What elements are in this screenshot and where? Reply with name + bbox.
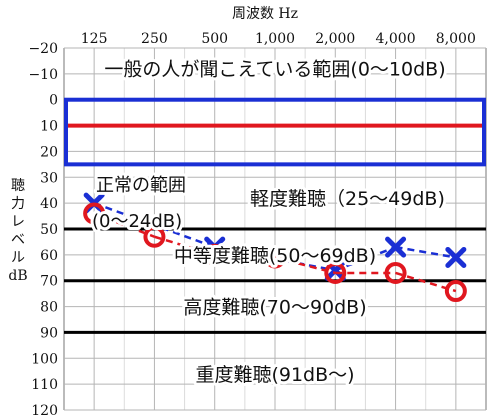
y-tick-label: 10 (40, 119, 58, 135)
circle-marker (83, 202, 106, 225)
y-axis-title-char: ベ (11, 232, 25, 248)
band-label: 軽度難聴（25〜49dB) (250, 188, 445, 210)
series-layer (83, 192, 467, 303)
y-tick-label: −20 (28, 41, 58, 57)
y-axis-title-char: ル (11, 250, 25, 266)
y-tick-label: 100 (31, 351, 58, 367)
x-axis-title: 周波数 Hz (232, 6, 298, 22)
band-label: 高度難聴(70〜90dB) (183, 297, 366, 319)
band-label: 重度難聴(91dB〜) (195, 364, 354, 386)
band-label: 一般の人が聞こえている範囲(0〜10dB) (104, 59, 445, 81)
x-tick-label: 2,000 (315, 31, 355, 47)
series-line (395, 245, 457, 259)
normal-range-label: 正常の範囲 (96, 175, 186, 196)
y-tick-label: −10 (28, 67, 58, 83)
x-tick-label: 500 (201, 31, 228, 47)
y-tick-label: 60 (40, 248, 58, 264)
x-tick-label: 125 (81, 31, 108, 47)
circle-marker (143, 225, 166, 248)
y-tick-label: 50 (40, 222, 58, 238)
y-tick-label: 0 (49, 93, 58, 109)
circle-marker (444, 280, 467, 303)
circle-marker (203, 243, 226, 266)
y-tick-label: 30 (40, 170, 58, 186)
y-axis-title-char: 聴 (11, 178, 25, 194)
series-line (214, 245, 336, 272)
band-label: 中等度難聴(50〜69dB) (174, 245, 376, 267)
normal-range-sublabel: (0〜24dB) (92, 211, 182, 232)
series-line (93, 212, 155, 238)
series-line (214, 253, 276, 259)
y-tick-label: 90 (40, 325, 58, 341)
band-dividers (64, 97, 486, 334)
y-tick-label: 40 (40, 196, 58, 212)
series-line (154, 235, 216, 257)
series-line (274, 256, 336, 275)
circle-marker (324, 261, 347, 284)
y-tick-label: 80 (40, 300, 58, 316)
series-line (93, 201, 216, 249)
x-tick-label: 1,000 (255, 31, 295, 47)
tick-labels: 125 250 500 1,000 2,000 4,000 8,000 −20 −10 0 10 20… (28, 31, 475, 417)
x-tick-label: 250 (141, 31, 168, 47)
y-tick-label: 110 (31, 377, 58, 393)
x-tick-label: 4,000 (376, 31, 416, 47)
y-tick-label: 20 (40, 144, 58, 160)
y-axis-title-char: dB (8, 268, 27, 284)
y-axis-title-char: 力 (11, 196, 25, 212)
y-axis-title-char: レ (11, 214, 25, 230)
x-tick-label: 8,000 (436, 31, 476, 47)
series-line (334, 245, 397, 272)
normal-range-box (64, 97, 486, 167)
y-tick-label: 70 (40, 274, 58, 290)
band-labels: 一般の人が聞こえている範囲(0〜10dB) 軽度難聴（25〜49dB) 中等度難聴(… (89, 56, 449, 389)
series-line (395, 271, 457, 293)
y-tick-label: 120 (31, 403, 58, 417)
